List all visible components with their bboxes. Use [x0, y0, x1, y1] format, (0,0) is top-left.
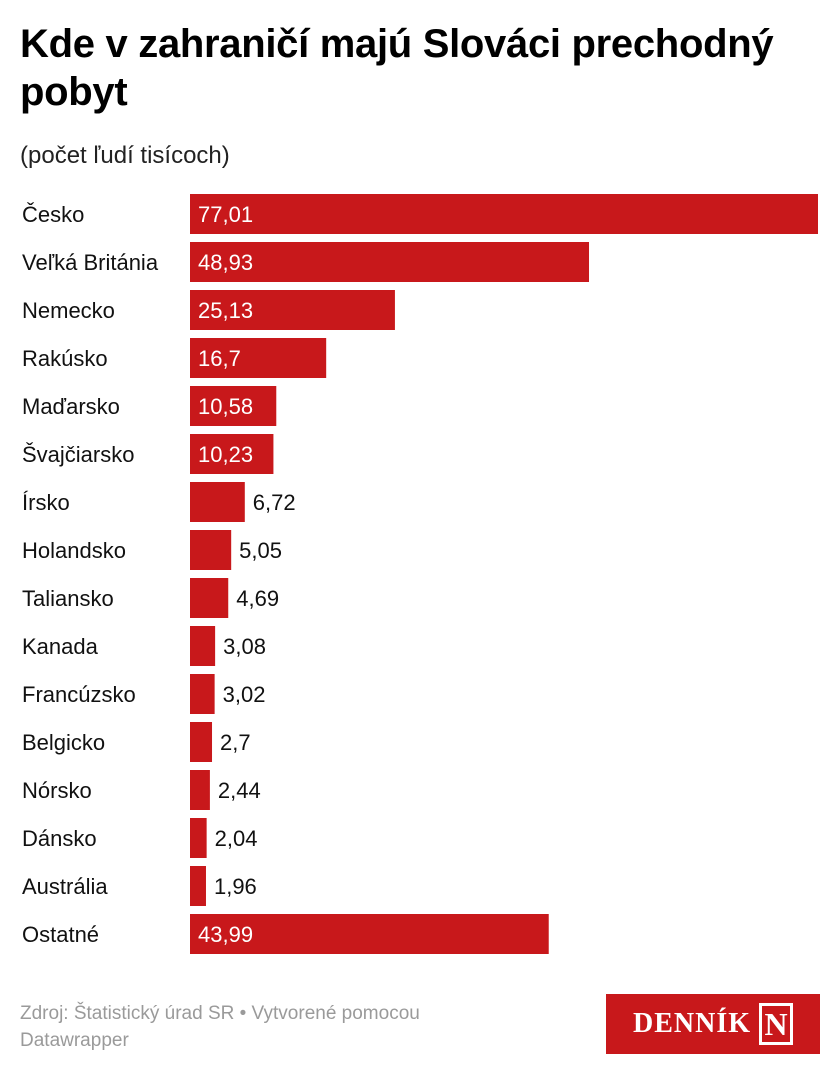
- bar-velka-britania[interactable]: [190, 242, 590, 282]
- logo-n-mark: N: [759, 1003, 793, 1045]
- bar-belgicko[interactable]: [190, 722, 213, 762]
- category-label-kanada: Kanada: [22, 634, 99, 659]
- bar-nemecko[interactable]: [190, 290, 395, 330]
- bar-taliansko[interactable]: [190, 578, 229, 618]
- chart-subtitle: (počet ľudí tisícoch): [20, 142, 230, 169]
- value-label-svajciarsko: 10,23: [198, 442, 253, 467]
- bar-norsko[interactable]: [190, 770, 210, 810]
- category-label-holandsko: Holandsko: [22, 538, 126, 563]
- value-label-australia: 1,96: [214, 874, 257, 899]
- value-label-dansko: 2,04: [215, 826, 258, 851]
- category-label-francuzsko: Francúzsko: [22, 682, 136, 707]
- chart-title: Kde v zahraničí majú Slováci prechodný p…: [20, 22, 774, 114]
- category-label-dansko: Dánsko: [22, 826, 97, 851]
- value-label-madarsko: 10,58: [198, 394, 253, 419]
- value-label-irsko: 6,72: [253, 490, 296, 515]
- bar-holandsko[interactable]: [190, 530, 232, 570]
- value-label-belgicko: 2,7: [220, 730, 251, 755]
- bar-australia[interactable]: [190, 866, 206, 906]
- category-label-belgicko: Belgicko: [22, 730, 105, 755]
- category-label-rakusko: Rakúsko: [22, 346, 108, 371]
- category-label-norsko: Nórsko: [22, 778, 92, 803]
- bar-francuzsko[interactable]: [190, 674, 215, 714]
- category-label-taliansko: Taliansko: [22, 586, 114, 611]
- category-label-ostatne: Ostatné: [22, 922, 99, 947]
- value-label-norsko: 2,44: [218, 778, 261, 803]
- value-label-cesko: 77,01: [198, 202, 253, 227]
- bar-svajciarsko[interactable]: [190, 434, 274, 474]
- logo-wordmark: DENNÍK: [632, 1008, 751, 1039]
- bar-irsko[interactable]: [190, 482, 245, 522]
- category-label-velka-britania: Veľká Británia: [22, 250, 159, 275]
- category-label-cesko: Česko: [22, 202, 84, 227]
- bar-rakusko[interactable]: [190, 338, 327, 378]
- bar-ostatne[interactable]: [190, 914, 549, 954]
- value-label-kanada: 3,08: [223, 634, 266, 659]
- bar-kanada[interactable]: [190, 626, 216, 666]
- category-label-svajciarsko: Švajčiarsko: [22, 442, 134, 467]
- bar-cesko[interactable]: [190, 194, 818, 234]
- bar-madarsko[interactable]: [190, 386, 277, 426]
- value-label-francuzsko: 3,02: [223, 682, 266, 707]
- bar-dansko[interactable]: [190, 818, 207, 858]
- source-note: Zdroj: Štatistický úrad SR • Vytvorené p…: [20, 1003, 420, 1051]
- category-label-nemecko: Nemecko: [22, 298, 115, 323]
- value-label-ostatne: 43,99: [198, 922, 253, 947]
- category-label-australia: Austrália: [22, 874, 108, 899]
- dennik-n-logo[interactable]: DENNÍK N: [606, 994, 820, 1054]
- value-label-rakusko: 16,7: [198, 346, 241, 371]
- value-label-taliansko: 4,69: [236, 586, 279, 611]
- value-label-holandsko: 5,05: [239, 538, 282, 563]
- value-label-nemecko: 25,13: [198, 298, 253, 323]
- category-label-irsko: Írsko: [22, 490, 70, 515]
- category-label-madarsko: Maďarsko: [22, 394, 120, 419]
- value-label-velka-britania: 48,93: [198, 250, 253, 275]
